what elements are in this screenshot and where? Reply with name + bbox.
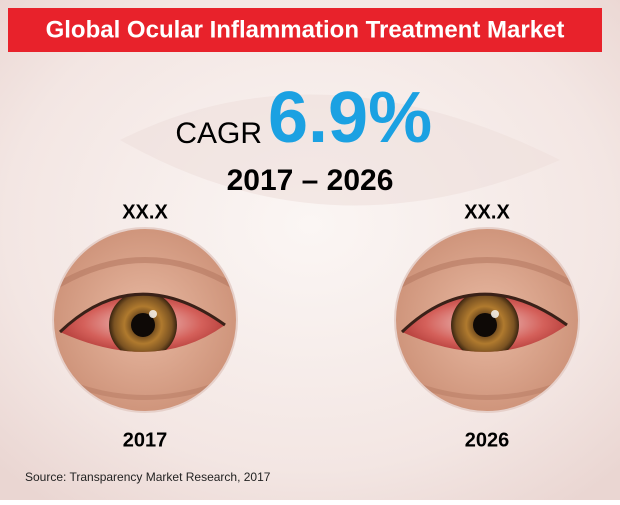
cagr-label: CAGR bbox=[175, 117, 262, 150]
cagr-value: 6.9% bbox=[268, 78, 432, 158]
circle-year: 2017 bbox=[123, 429, 168, 451]
source: Source: Transparency Market Research, 20… bbox=[25, 470, 271, 484]
circle-border bbox=[394, 227, 580, 413]
circle-value: XX.X bbox=[122, 201, 168, 223]
title-bar bbox=[8, 8, 602, 52]
circle-border bbox=[52, 227, 238, 413]
circle-value: XX.X bbox=[464, 201, 510, 223]
background-eye bbox=[120, 94, 560, 206]
title: Global Ocular Inflammation Treatment Mar… bbox=[46, 16, 565, 43]
circle-year: 2026 bbox=[465, 429, 510, 451]
cagr-period: 2017 – 2026 bbox=[227, 164, 394, 197]
